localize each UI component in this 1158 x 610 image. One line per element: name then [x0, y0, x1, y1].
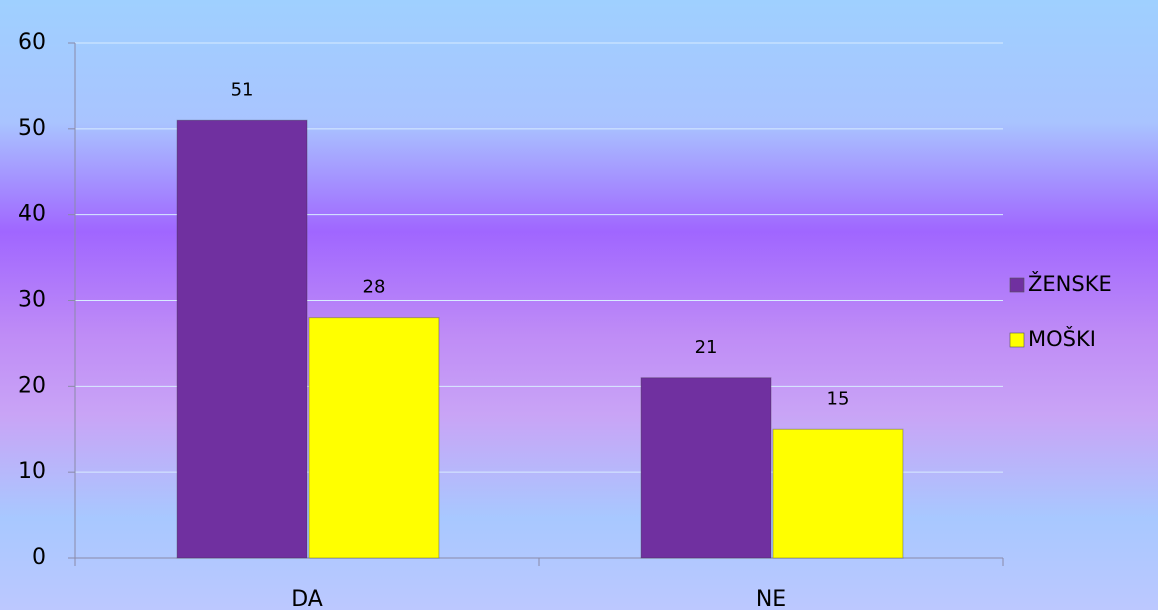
bar	[772, 428, 904, 559]
y-tick-label: 20	[18, 373, 46, 398]
value-label: 15	[827, 388, 850, 409]
x-tick-label: NE	[756, 587, 786, 610]
y-tick-label: 30	[18, 288, 46, 313]
bar	[176, 119, 308, 559]
value-label: 51	[231, 79, 254, 100]
y-tick-label: 10	[18, 459, 46, 484]
legend-swatch	[1009, 332, 1025, 348]
y-tick-label: 50	[18, 116, 46, 141]
legend-label: MOŠKI	[1028, 326, 1096, 351]
bar	[640, 377, 772, 559]
y-tick-label: 60	[18, 30, 46, 55]
y-tick-label: 0	[32, 545, 46, 570]
value-label: 21	[695, 337, 718, 358]
y-tick-label: 40	[18, 202, 46, 227]
legend-swatch	[1009, 277, 1025, 293]
value-label: 28	[363, 277, 386, 298]
legend-label: ŽENSKE	[1028, 271, 1112, 296]
bar	[308, 317, 440, 559]
x-tick-label: DA	[291, 587, 323, 610]
